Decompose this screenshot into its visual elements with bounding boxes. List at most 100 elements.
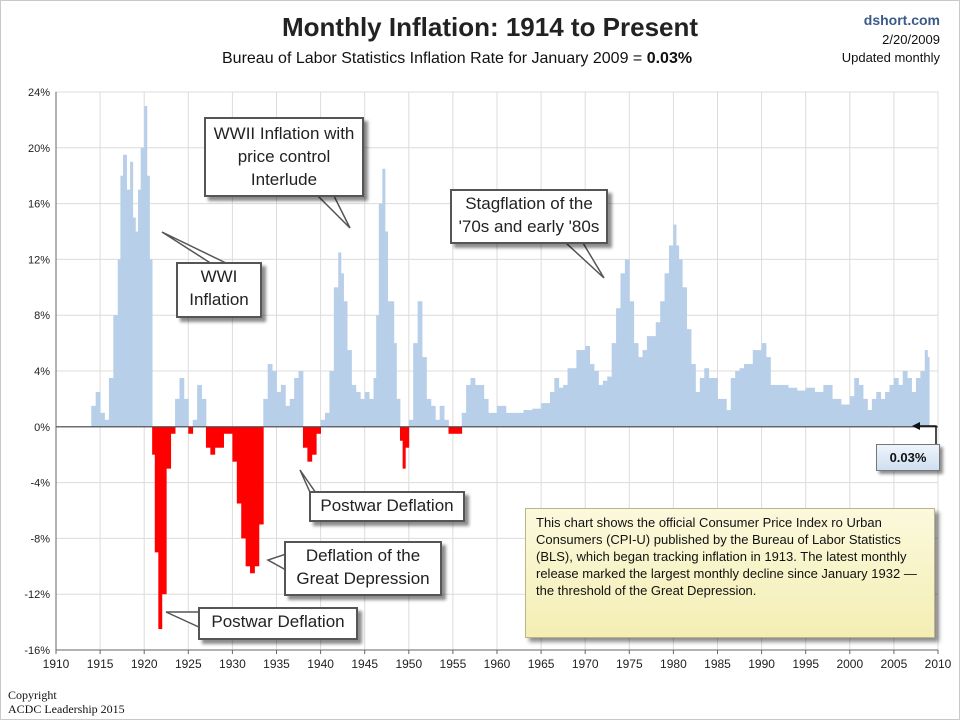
- inflation-bar: [123, 154, 127, 427]
- stagflation-callout: Stagflation of the '70s and early '80s: [450, 189, 608, 244]
- latest-value-arrow: [916, 425, 937, 444]
- inflation-bar: [863, 398, 868, 427]
- inflation-bar: [470, 377, 476, 427]
- inflation-bar: [461, 412, 467, 427]
- copyright-line-1: Copyright: [8, 688, 57, 702]
- inflation-bar: [126, 189, 131, 427]
- deflation-bar: [219, 426, 224, 448]
- deflation-bar: [402, 426, 406, 469]
- inflation-bar: [880, 398, 886, 427]
- deflation-bar: [316, 426, 321, 434]
- inflation-bar: [620, 273, 626, 427]
- inflation-bar: [113, 315, 119, 427]
- deflation-bar: [166, 426, 172, 469]
- inflation-bar: [149, 259, 153, 427]
- inflation-bar: [840, 404, 851, 427]
- inflation-bar: [871, 398, 877, 427]
- deflation-bar: [205, 426, 211, 448]
- deflation-bar: [232, 426, 238, 462]
- inflation-bar: [426, 398, 432, 427]
- inflation-bar: [598, 384, 604, 427]
- inflation-bar: [146, 175, 150, 427]
- x-tick-label: 1920: [131, 657, 158, 671]
- deflation-bar: [236, 426, 242, 504]
- inflation-bar: [364, 391, 370, 427]
- inflation-bar: [435, 419, 441, 427]
- subtitle-text: Bureau of Labor Statistics Inflation Rat…: [222, 50, 647, 67]
- inflation-bar: [483, 398, 489, 427]
- inflation-bar: [796, 390, 807, 427]
- subtitle-value: 0.03%: [646, 50, 693, 67]
- inflation-bar: [766, 357, 771, 427]
- inflation-bar: [179, 377, 185, 427]
- inflation-bar: [664, 273, 670, 427]
- inflation-bar: [788, 387, 798, 427]
- inflation-bar: [343, 301, 348, 427]
- x-tick-label: 1955: [440, 657, 467, 671]
- y-tick-label: 24%: [28, 87, 50, 99]
- inflation-bar: [338, 252, 342, 427]
- deflation-bar: [302, 426, 308, 448]
- inflation-bar: [920, 371, 926, 427]
- inflation-bar: [382, 168, 386, 427]
- inflation-bar: [563, 384, 568, 427]
- y-tick-label: 8%: [34, 310, 50, 322]
- inflation-bar: [779, 384, 789, 427]
- x-tick-label: 1930: [219, 657, 246, 671]
- inflation-bar: [183, 398, 189, 427]
- inflation-bar: [924, 350, 928, 427]
- inflation-bar: [673, 224, 677, 427]
- source-site: dshort.com: [863, 12, 940, 28]
- inflation-bar: [686, 329, 692, 427]
- inflation-bar: [140, 147, 145, 427]
- inflation-bar: [320, 419, 326, 427]
- inflation-bar: [774, 384, 780, 427]
- x-tick-label: 2000: [836, 657, 863, 671]
- inflation-bar: [263, 398, 269, 427]
- inflation-bar: [898, 384, 904, 427]
- inflation-bar: [907, 377, 912, 427]
- postwar-deflation-callout-2: Postwar Deflation: [198, 607, 358, 640]
- y-tick-label: -12%: [24, 589, 50, 601]
- inflation-bar: [646, 336, 652, 427]
- inflation-bar: [347, 350, 352, 427]
- inflation-bar: [376, 315, 380, 427]
- inflation-bar: [651, 336, 657, 427]
- inflation-bar: [832, 398, 842, 427]
- inflation-bar: [175, 398, 180, 427]
- inflation-bar: [144, 105, 148, 427]
- inflation-bar: [369, 398, 374, 427]
- x-tick-label: 1965: [528, 657, 555, 671]
- inflation-bar: [602, 380, 608, 427]
- x-tick-label: 1940: [307, 657, 334, 671]
- inflation-bar: [655, 322, 661, 427]
- inflation-bar: [660, 301, 665, 427]
- x-tick-label: 1985: [704, 657, 731, 671]
- inflation-bar: [514, 412, 524, 427]
- deflation-bar: [188, 426, 194, 434]
- callout-pointers: [161, 195, 937, 630]
- great-depression-callout: Deflation of the Great Depression: [284, 541, 442, 596]
- inflation-bar: [752, 350, 762, 427]
- inflation-bar: [541, 403, 551, 427]
- deflation-bar: [223, 426, 229, 434]
- inflation-bar: [192, 419, 198, 427]
- x-tick-label: 1975: [616, 657, 643, 671]
- latest-value-arrowhead: [912, 422, 920, 430]
- inflation-bar: [642, 350, 648, 427]
- inflation-bar: [739, 368, 745, 427]
- inflation-bar: [554, 377, 560, 427]
- deflation-bar: [254, 426, 260, 567]
- inflation-bar: [439, 405, 445, 427]
- copyright: Copyright ACDC Leadership 2015: [8, 688, 125, 716]
- inflation-bar: [726, 410, 732, 427]
- inflation-bar: [902, 371, 908, 427]
- inflation-bar: [523, 410, 533, 427]
- deflation-bar: [154, 426, 159, 553]
- deflation-bar: [227, 426, 233, 434]
- inflation-bar: [854, 377, 860, 427]
- inflation-bar: [289, 398, 295, 427]
- wwi-callout: WWI Inflation: [176, 262, 262, 318]
- inflation-bar: [329, 371, 335, 427]
- inflation-bar: [100, 412, 105, 427]
